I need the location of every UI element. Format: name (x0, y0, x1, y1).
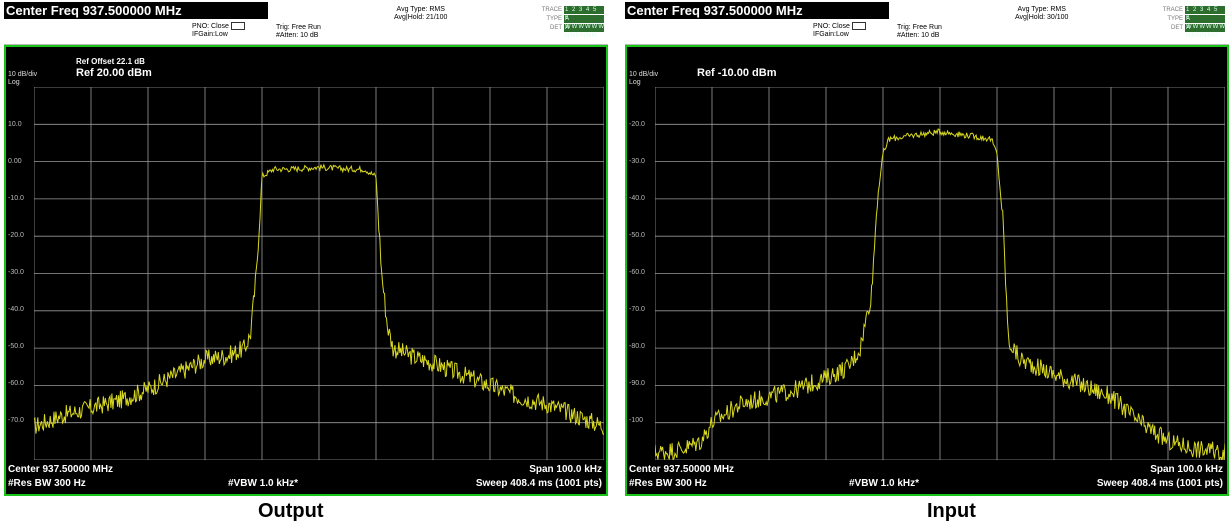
trig-label: Trig: Free Run (276, 24, 321, 31)
res-bw-label: #Res BW 300 Hz (8, 478, 86, 489)
center-freq-title: Center Freq 937.500000 MHz (625, 2, 889, 19)
status-header: Center Freq 937.500000 MHz PNO: Close IF… (4, 0, 608, 45)
avg-hold-label: Avg|Hold: 30/100 (1015, 14, 1069, 21)
pno-icon (230, 22, 245, 30)
y-tick-label: 10.0 (8, 121, 22, 128)
log-label: Log (8, 79, 20, 86)
y-tick-label: -50.0 (629, 232, 645, 239)
analyzer-screen: Ref -10.00 dBm 10 dB/div Log -20.0 -30.0… (625, 45, 1229, 496)
type-label: TYPE (1167, 16, 1183, 22)
y-tick-label: -30.0 (8, 269, 24, 276)
res-bw-label: #Res BW 300 Hz (629, 478, 707, 489)
y-tick-label: -30.0 (629, 158, 645, 165)
analyzer-panel-output: Center Freq 937.500000 MHz PNO: Close IF… (4, 0, 608, 496)
center-label: Center 937.50000 MHz (629, 464, 735, 475)
y-tick-label: -50.0 (8, 343, 24, 350)
y-tick-label: -80.0 (629, 343, 645, 350)
y-tick-label: -40.0 (8, 306, 24, 313)
trace-numbers: 1 2 3 4 5 6 (564, 6, 604, 21)
trace-indicator: 1 2 3 4 5 6 A WWWWWW A NNNNNN (564, 6, 605, 39)
avg-type-label: Avg Type: RMS (396, 6, 445, 13)
trace-det-value: A NNNNNN (564, 24, 604, 39)
sweep-label: Sweep 408.4 ms (1001 pts) (1096, 478, 1223, 489)
sweep-label: Sweep 408.4 ms (1001 pts) (475, 478, 602, 489)
spectrum-plot-output (34, 87, 604, 460)
ref-offset-label: Ref Offset 22.1 dB (76, 57, 145, 66)
caption-input: Input (927, 500, 976, 522)
trace-label: TRACE (1162, 7, 1183, 13)
ref-level-label: Ref -10.00 dBm (697, 67, 777, 79)
trig-info: Trig: Free Run #Atten: 10 dB (897, 24, 942, 40)
y-tick-label: -10.0 (8, 195, 24, 202)
y-tick-label: -60.0 (629, 269, 645, 276)
det-label: DET (1171, 25, 1183, 31)
trig-info: Trig: Free Run #Atten: 10 dB (276, 24, 321, 40)
atten-label: #Atten: 10 dB (276, 32, 319, 39)
y-tick-label: -90.0 (629, 380, 645, 387)
ifgain-label: IFGain:Low (813, 30, 849, 38)
scale-label: 10 dB/div Log (8, 71, 37, 87)
spectrum-plot-input (655, 87, 1225, 460)
avg-type-label: Avg Type: RMS (1017, 6, 1066, 13)
analyzer-screen: Ref Offset 22.1 dB Ref 20.00 dBm 10 dB/d… (4, 45, 608, 496)
center-label: Center 937.50000 MHz (8, 464, 114, 475)
avg-info: Avg Type: RMS Avg|Hold: 21/100 (394, 6, 447, 22)
pno-info: PNO: Close IFGain:Low (192, 22, 245, 39)
pno-label: PNO: Close (813, 22, 850, 30)
trig-label: Trig: Free Run (897, 24, 942, 31)
ifgain-label: IFGain:Low (192, 30, 228, 38)
caption-output: Output (258, 500, 324, 522)
status-header: Center Freq 937.500000 MHz PNO: Close IF… (625, 0, 1229, 45)
y-tick-label: 0.00 (8, 158, 22, 165)
vbw-label: #VBW 1.0 kHz* (228, 478, 299, 489)
scale-label: 10 dB/div Log (629, 71, 658, 87)
y-tick-label: -70.0 (8, 417, 24, 424)
trace-indicator: 1 2 3 4 5 6 A WWWWWW A NNNNNN (1185, 6, 1226, 39)
spectrum-trace (34, 163, 604, 435)
center-freq-title: Center Freq 937.500000 MHz (4, 2, 268, 19)
det-label: DET (550, 25, 562, 31)
y-tick-label: -20.0 (629, 121, 645, 128)
scale-value: 10 dB/div (8, 71, 38, 78)
y-tick-label: -100 (629, 417, 644, 424)
ref-level-label: Ref 20.00 dBm (76, 67, 152, 79)
avg-hold-label: Avg|Hold: 21/100 (394, 14, 448, 21)
analyzer-panel-input: Center Freq 937.500000 MHz PNO: Close IF… (625, 0, 1229, 496)
trace-det-value: A NNNNNN (1185, 24, 1225, 39)
trace-numbers: 1 2 3 4 5 6 (1185, 6, 1225, 21)
spectrum-trace (655, 128, 1225, 460)
pno-icon (851, 22, 866, 30)
trace-type-value: A WWWWWW (564, 15, 605, 30)
trace-type-value: A WWWWWW (1185, 15, 1226, 30)
trace-type-det-labels: TRACE TYPE DET (524, 6, 562, 33)
y-tick-label: -60.0 (8, 380, 24, 387)
trace-type-det-labels: TRACE TYPE DET (1145, 6, 1183, 33)
y-tick-label: -40.0 (629, 195, 645, 202)
log-label: Log (629, 79, 641, 86)
span-label: Span 100.0 kHz (1150, 464, 1223, 475)
avg-info: Avg Type: RMS Avg|Hold: 30/100 (1015, 6, 1068, 22)
span-label: Span 100.0 kHz (529, 464, 602, 475)
scale-value: 10 dB/div (629, 71, 659, 78)
y-tick-label: -70.0 (629, 306, 645, 313)
atten-label: #Atten: 10 dB (897, 32, 940, 39)
y-tick-label: -20.0 (8, 232, 24, 239)
pno-label: PNO: Close (192, 22, 229, 30)
type-label: TYPE (546, 16, 562, 22)
pno-info: PNO: Close IFGain:Low (813, 22, 866, 39)
vbw-label: #VBW 1.0 kHz* (849, 478, 920, 489)
trace-label: TRACE (541, 7, 562, 13)
